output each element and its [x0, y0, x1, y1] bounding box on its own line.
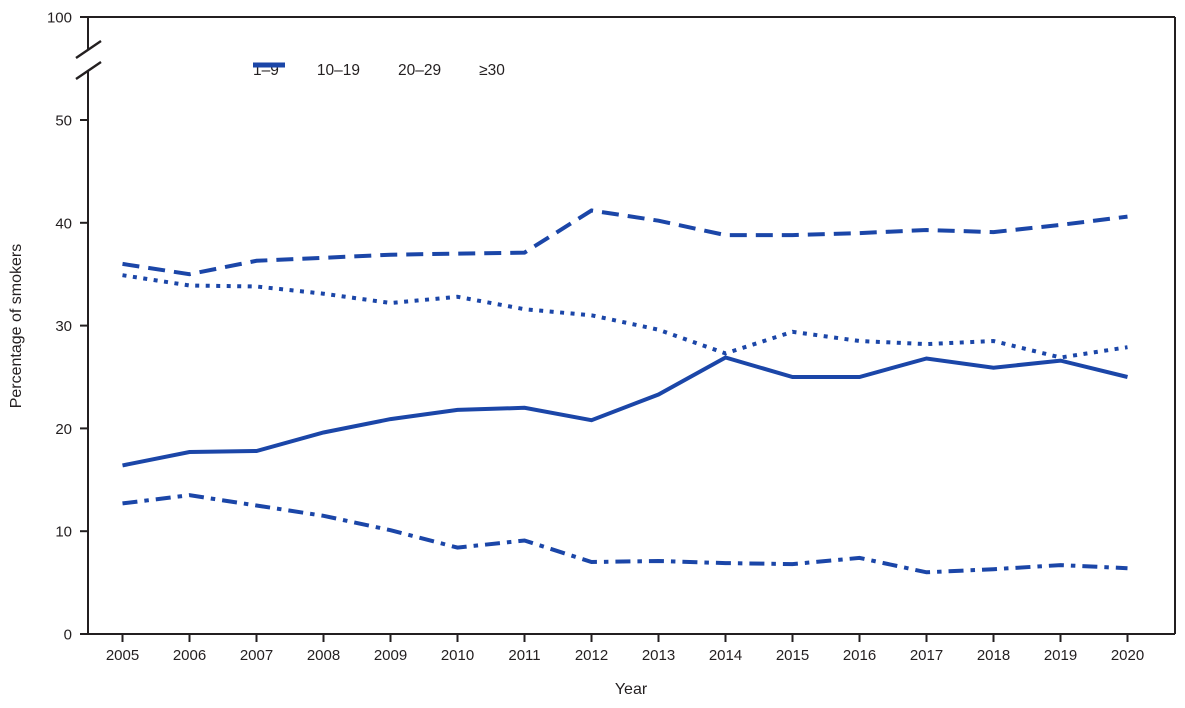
- legend: 1–9 10–19 20–29 ≥30: [253, 62, 505, 80]
- x-tick-label: 2010: [441, 647, 474, 664]
- axis-break-slash: [75, 40, 102, 59]
- legend-label: 10–19: [316, 62, 360, 79]
- legend-item-dotted: 20–29: [253, 62, 442, 80]
- x-tick-label: 2014: [709, 647, 742, 664]
- x-tick-label: 2006: [173, 647, 206, 664]
- x-tick-label: 2008: [307, 647, 340, 664]
- series-line-dotted: [122, 273, 1128, 360]
- x-tick-label: 2017: [910, 647, 943, 664]
- x-axis-title: Year: [614, 681, 648, 698]
- x-tick-label: 2009: [374, 647, 407, 664]
- series-line-dashed: [122, 208, 1128, 277]
- y-tick-label: 30: [55, 318, 72, 335]
- y-tick-label: 20: [55, 421, 72, 438]
- x-tick-label: 2016: [843, 647, 876, 664]
- x-tick-label: 2005: [106, 647, 139, 664]
- y-tick-label: 10: [55, 524, 72, 541]
- x-tick-label: 2019: [1044, 647, 1077, 664]
- x-tick-label: 2012: [575, 647, 608, 664]
- x-tick-label: 2020: [1111, 647, 1144, 664]
- y-tick-label: 40: [55, 215, 72, 232]
- y-tick-label: 50: [55, 113, 72, 130]
- y-axis-title: Percentage of smokers: [8, 243, 25, 409]
- legend-item-dashdot: ≥30: [253, 62, 505, 80]
- x-tick-label: 2007: [240, 647, 273, 664]
- x-tick-label: 2015: [776, 647, 809, 664]
- legend-item-dashed: 10–19: [253, 62, 360, 80]
- series-line-dashdot: [122, 493, 1128, 575]
- x-tick-label: 2011: [508, 647, 540, 664]
- series-line-solid: [122, 355, 1128, 468]
- y-tick-label: 100: [47, 10, 72, 27]
- axis-break-slash: [75, 61, 102, 80]
- legend-swatch-dashdot-icon: [253, 62, 277, 68]
- legend-label: 20–29: [397, 62, 442, 79]
- legend-label: ≥30: [479, 62, 505, 79]
- x-tick-label: 2013: [642, 647, 675, 664]
- x-tick-label: 2018: [977, 647, 1010, 664]
- y-tick-label: 0: [64, 627, 72, 644]
